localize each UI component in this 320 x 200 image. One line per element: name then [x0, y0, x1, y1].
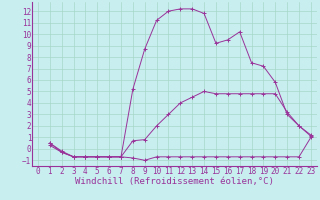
X-axis label: Windchill (Refroidissement éolien,°C): Windchill (Refroidissement éolien,°C) [75, 177, 274, 186]
